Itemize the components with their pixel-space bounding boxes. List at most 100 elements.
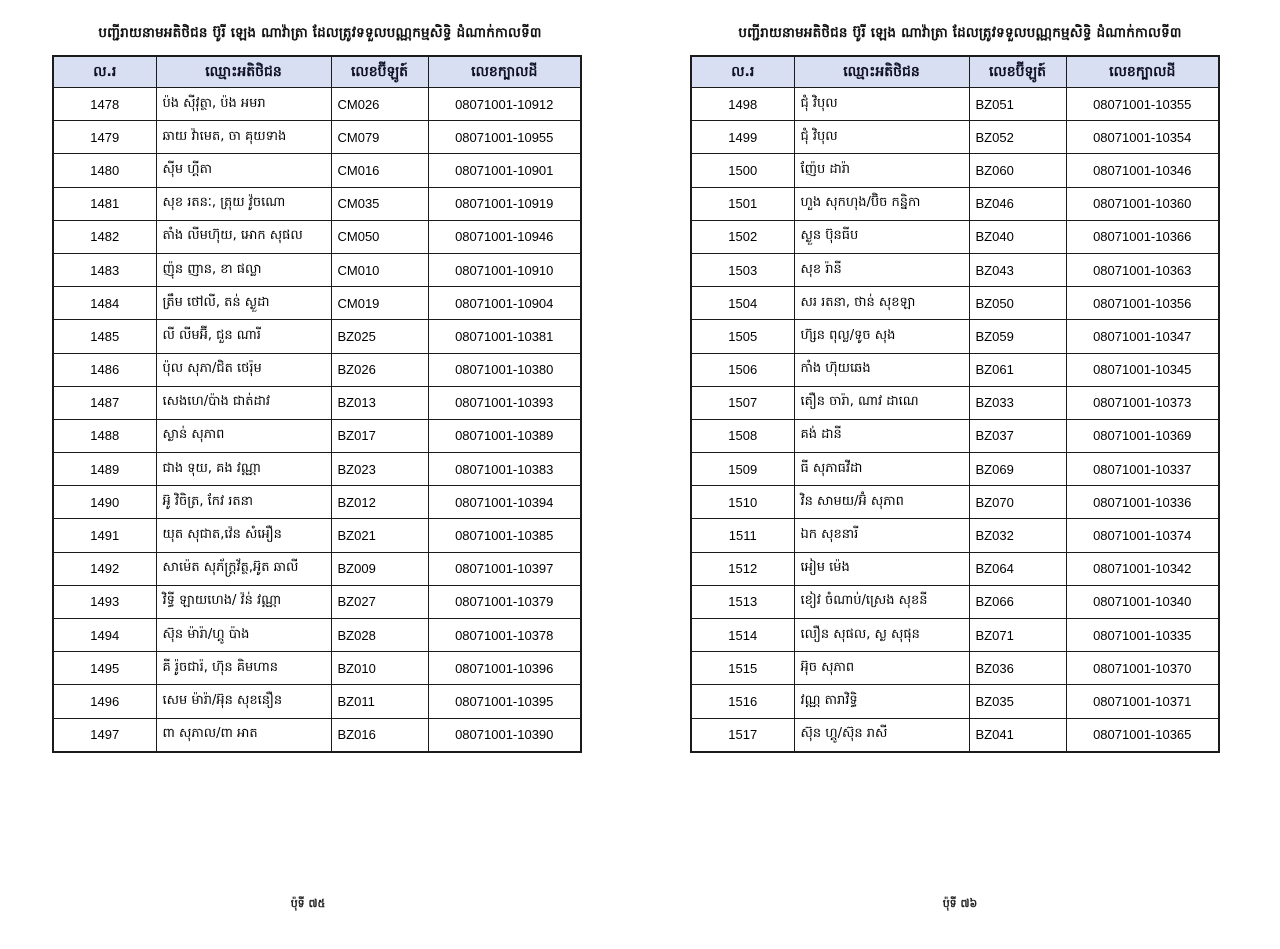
parcel-number-cell: 08071001-10379 [427, 584, 582, 620]
parcel-number-cell: 08071001-10396 [427, 651, 582, 686]
parcel-number-cell: 08071001-10390 [427, 717, 582, 753]
customer-name-cell: ស្ងួន ប៊ុនធីប [793, 219, 970, 254]
row-number-cell: 1511 [690, 518, 795, 553]
page-footer-right: ប៉ុទី ៧៦ [942, 897, 978, 910]
plot-code-cell: CM079 [330, 120, 429, 155]
customer-name-cell: តាំង លីមហ៊ុយ, អោក សុផល [155, 219, 332, 254]
parcel-number-cell: 08071001-10395 [427, 684, 582, 719]
row-number-cell: 1508 [690, 418, 795, 454]
row-number-cell: 1488 [52, 418, 157, 454]
plot-code-cell: BZ010 [330, 651, 429, 686]
plot-code-cell: BZ026 [330, 352, 429, 387]
plot-code-cell: CM050 [330, 219, 429, 254]
parcel-number-cell: 08071001-10345 [1065, 352, 1220, 387]
table-row: 1499 ជុំ វិបុល BZ052 08071001-10354 [690, 120, 1220, 155]
column-header: លេខក្បាលដី [1065, 55, 1220, 88]
parcel-number-cell: 08071001-10366 [1065, 219, 1220, 254]
parcel-number-cell: 08071001-10340 [1065, 584, 1220, 620]
plot-code-cell: BZ061 [968, 352, 1067, 387]
row-number-cell: 1486 [52, 352, 157, 387]
plot-code-cell: BZ016 [330, 717, 429, 753]
row-number-cell: 1500 [690, 153, 795, 188]
customer-name-cell: អៀម ម៉េង [793, 551, 970, 586]
customer-name-cell: គី រ៉ូចជារ៉, ហ៊ុន គិមហាន [155, 651, 332, 686]
column-header: លេខប៊ីឡូត៍ [968, 55, 1067, 88]
table-row: 1483 ញ៉ុន ញាន, ខា ផល្លា CM010 08071001-1091… [52, 252, 582, 288]
records-table-right: ល.រ ឈ្មោះអតិថិជន លេខប៊ីឡូត៍ លេខក្បាលដី 1498… [690, 55, 1220, 753]
table-row: 1500 ញ៉ែប ដារ៉ា BZ060 08071001-10346 [690, 153, 1220, 188]
customer-name-cell: សុខ រតនៈ, ត្រុយ វ៉ូចណោ [155, 186, 332, 221]
table-row: 1482 តាំង លីមហ៊ុយ, អោក សុផល CM050 08071001-… [52, 219, 582, 254]
row-number-cell: 1478 [52, 86, 157, 122]
customer-name-cell: ពា សុភាល/ពា អាត [155, 717, 332, 753]
row-number-cell: 1499 [690, 120, 795, 155]
table-body: 1498 ជុំ វិបុល BZ051 08071001-10355 1499 ជុំ … [690, 86, 1220, 753]
customer-name-cell: សុខ រ៉ានី [793, 252, 970, 288]
row-number-cell: 1481 [52, 186, 157, 221]
customer-name-cell: ឆាយ វ៉ាមេត, ចា គុយទាង [155, 120, 332, 155]
row-number-cell: 1491 [52, 518, 157, 553]
table-row: 1490 អ៊ូ វិចិត្រ, កែវ រតនា BZ012 08071001-1… [52, 485, 582, 520]
customer-name-cell: ស្ងាន់ សុភាព [155, 418, 332, 454]
plot-code-cell: BZ060 [968, 153, 1067, 188]
row-number-cell: 1485 [52, 319, 157, 354]
parcel-number-cell: 08071001-10389 [427, 418, 582, 454]
plot-code-cell: BZ064 [968, 551, 1067, 586]
table-row: 1491 យុត សុជាត,វ៉េន សំអឿន BZ021 08071001-10… [52, 518, 582, 553]
parcel-number-cell: 08071001-10356 [1065, 286, 1220, 321]
row-number-cell: 1480 [52, 153, 157, 188]
table-row: 1485 លី លីមអ៊ី, ជួន ណារី BZ025 08071001-103… [52, 319, 582, 354]
plot-code-cell: BZ041 [968, 717, 1067, 753]
row-number-cell: 1505 [690, 319, 795, 354]
row-number-cell: 1509 [690, 452, 795, 487]
row-number-cell: 1503 [690, 252, 795, 288]
parcel-number-cell: 08071001-10373 [1065, 385, 1220, 420]
customer-name-cell: ជុំ វិបុល [793, 86, 970, 122]
customer-name-cell: ប៉ុល សុភា/ជិត ថេរ៉ុម [155, 352, 332, 387]
row-number-cell: 1482 [52, 219, 157, 254]
table-row: 1489 ជាង ទុយ, គង វណ្ណា BZ023 08071001-10383 [52, 452, 582, 487]
plot-code-cell: CM026 [330, 86, 429, 122]
customer-name-cell: លី លីមអ៊ី, ជួន ណារី [155, 319, 332, 354]
table-row: 1506 កាំង ហ៊ុយឆេង BZ061 08071001-10345 [690, 352, 1220, 387]
parcel-number-cell: 08071001-10378 [427, 617, 582, 653]
plot-code-cell: CM016 [330, 153, 429, 188]
parcel-number-cell: 08071001-10394 [427, 485, 582, 520]
plot-code-cell: CM010 [330, 252, 429, 288]
customer-name-cell: ប៉ង ស៊ីវុត្ថា, ប៉ង អមរា [155, 86, 332, 122]
customer-name-cell: អ៊ុច សុភាព [793, 651, 970, 686]
plot-code-cell: BZ009 [330, 551, 429, 586]
plot-code-cell: BZ052 [968, 120, 1067, 155]
customer-name-cell: ត្រឹម ថៅលី, តន់ ស្ងួដា [155, 286, 332, 321]
plot-code-cell: BZ013 [330, 385, 429, 420]
table-row: 1504 សរ រតនា, ថាន់ សុខឡា BZ050 08071001-103… [690, 286, 1220, 321]
row-number-cell: 1496 [52, 684, 157, 719]
plot-code-cell: BZ027 [330, 584, 429, 620]
customer-name-cell: ស៊ុន ហ្គូ/ស៊ុន រាសី [793, 717, 970, 753]
table-row: 1478 ប៉ង ស៊ីវុត្ថា, ប៉ង អមរា CM026 08071001… [52, 86, 582, 122]
row-number-cell: 1510 [690, 485, 795, 520]
column-header: ល.រ [52, 55, 157, 88]
table-header: ល.រ ឈ្មោះអតិថិជន លេខប៊ីឡូត៍ លេខក្បាលដី [690, 55, 1220, 88]
customer-name-cell: អ៊ូ វិចិត្រ, កែវ រតនា [155, 485, 332, 520]
parcel-number-cell: 08071001-10354 [1065, 120, 1220, 155]
plot-code-cell: BZ071 [968, 617, 1067, 653]
row-number-cell: 1504 [690, 286, 795, 321]
row-number-cell: 1513 [690, 584, 795, 620]
parcel-number-cell: 08071001-10383 [427, 452, 582, 487]
row-number-cell: 1493 [52, 584, 157, 620]
table-row: 1508 គង់ ដានី BZ037 08071001-10369 [690, 418, 1220, 454]
table-row: 1488 ស្ងាន់ សុភាព BZ017 08071001-10389 [52, 418, 582, 454]
records-table-left: ល.រ ឈ្មោះអតិថិជន លេខប៊ីឡូត៍ លេខក្បាលដី 1478… [52, 55, 582, 753]
plot-code-cell: BZ069 [968, 452, 1067, 487]
parcel-number-cell: 08071001-10363 [1065, 252, 1220, 288]
parcel-number-cell: 08071001-10910 [427, 252, 582, 288]
parcel-number-cell: 08071001-10347 [1065, 319, 1220, 354]
customer-name-cell: កាំង ហ៊ុយឆេង [793, 352, 970, 387]
plot-code-cell: BZ036 [968, 651, 1067, 686]
row-number-cell: 1490 [52, 485, 157, 520]
plot-code-cell: BZ021 [330, 518, 429, 553]
plot-code-cell: BZ066 [968, 584, 1067, 620]
table-row: 1511 ឯក សុខនារី BZ032 08071001-10374 [690, 518, 1220, 553]
column-header: លេខប៊ីឡូត៍ [330, 55, 429, 88]
